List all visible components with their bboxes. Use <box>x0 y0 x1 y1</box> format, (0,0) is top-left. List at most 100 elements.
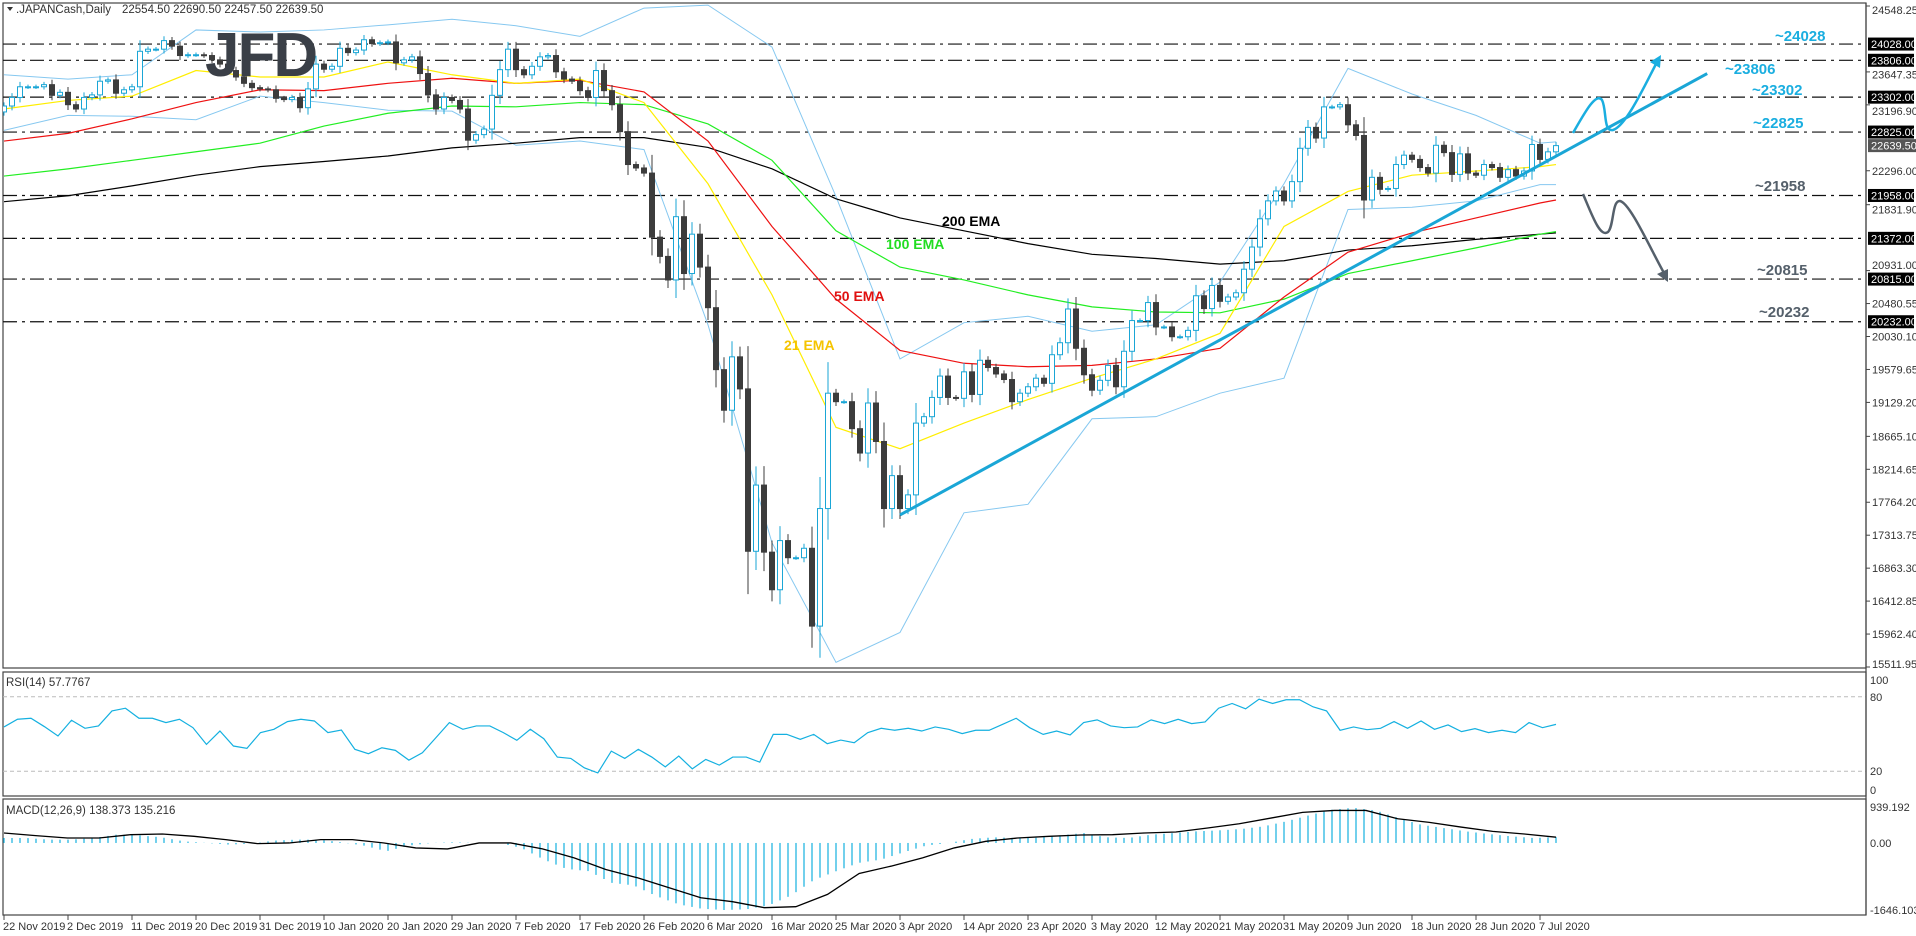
candle-body <box>1153 302 1159 328</box>
ema100-line <box>3 101 1557 314</box>
collapse-triangle-icon[interactable] <box>7 7 13 11</box>
candle-body <box>1257 218 1263 248</box>
bearish-candle <box>1169 322 1175 342</box>
bearish-candle <box>601 63 607 98</box>
bullish-candle <box>1137 318 1143 323</box>
candle-body <box>889 475 895 510</box>
candle-body <box>1321 106 1327 139</box>
candle-body <box>25 86 31 89</box>
current-price-box <box>1868 139 1916 153</box>
candle-body <box>1425 167 1431 174</box>
bullish-candle <box>1097 375 1103 395</box>
candle-body <box>153 48 159 51</box>
rsi-panel <box>3 696 1866 774</box>
candle-body <box>777 540 783 591</box>
bullish-candle <box>937 368 943 405</box>
candle-body <box>1273 190 1279 202</box>
candle-body <box>801 547 807 559</box>
bearish-candle <box>785 534 791 565</box>
bearish-candle <box>113 74 119 99</box>
candle-body <box>433 94 439 110</box>
candle-body <box>353 49 359 54</box>
candle-body <box>1129 320 1135 352</box>
date-axis-label: 23 Apr 2020 <box>1027 921 1086 933</box>
candle-body <box>633 164 639 169</box>
price-axis-label: 24548.25 <box>1872 5 1916 17</box>
candle-body <box>817 508 823 627</box>
candle-body <box>265 88 271 91</box>
bearish-candle <box>561 67 567 84</box>
bearish-candle <box>249 80 255 91</box>
bearish-candle <box>833 388 839 406</box>
candle-body <box>481 128 487 136</box>
price-axis-label: 15962.40 <box>1872 629 1916 641</box>
axes: 24548.25 23647.35 23196.90 22296.00 21831.90… <box>3 3 1916 933</box>
candle-body <box>273 89 279 99</box>
bullish-candle <box>361 34 367 55</box>
rsi-label: RSI(14) 57.7767 <box>6 677 90 689</box>
date-axis-label: 20 Dec 2019 <box>195 921 257 933</box>
candle-body <box>65 91 71 106</box>
bullish-candle <box>105 77 111 84</box>
candle-body <box>945 375 951 398</box>
level-price-text: 21372.00 <box>1871 233 1916 245</box>
ema21-label: 21 EMA <box>784 337 835 353</box>
date-axis-label: 11 Dec 2019 <box>131 921 193 933</box>
bullish-candle <box>1185 326 1191 341</box>
candle-body <box>897 475 903 510</box>
candle-body <box>201 54 207 57</box>
bullish-candle <box>1241 261 1247 301</box>
candle-body <box>3 105 7 113</box>
bearish-candle <box>625 121 631 175</box>
bearish-candle <box>617 95 623 141</box>
candle-body <box>409 56 415 61</box>
bullish-candle <box>81 92 87 115</box>
bearish-candle <box>641 164 647 177</box>
bullish-candle <box>673 198 679 298</box>
bearish-candle <box>297 92 303 113</box>
candle-body <box>953 396 959 399</box>
candle-body <box>905 494 911 510</box>
bearish-candle <box>1473 170 1479 178</box>
level-price-text: 24028.00 <box>1871 39 1916 51</box>
bearish-candle <box>177 41 183 61</box>
candle-body <box>969 371 975 395</box>
bullish-candle <box>1105 359 1111 387</box>
bullish-candle <box>57 89 63 99</box>
candle-body <box>145 48 151 52</box>
bullish-candle <box>817 476 823 658</box>
candle-body <box>177 45 183 57</box>
horizontal-levels <box>3 43 1866 323</box>
level-price-box <box>1868 53 1914 67</box>
candle-body <box>17 86 23 98</box>
bearish-candle <box>1417 155 1423 172</box>
bearish-candle <box>681 200 687 290</box>
bearish-candle <box>697 223 703 278</box>
bullish-candle <box>1145 295 1151 328</box>
level-price-box <box>1868 125 1914 139</box>
bullish-candle <box>1305 119 1311 156</box>
date-axis-label: 6 Mar 2020 <box>707 921 763 933</box>
bullish-candle <box>153 46 159 52</box>
bearish-candle <box>65 87 71 110</box>
level-price-box <box>1868 90 1914 104</box>
candle-body <box>713 307 719 371</box>
candle-body <box>225 63 231 72</box>
candle-body <box>161 40 167 50</box>
price-axis-label: 19129.20 <box>1872 397 1916 409</box>
candle-body <box>537 56 543 67</box>
bullish-candle <box>961 363 967 408</box>
price-axis-label: 20931.00 <box>1872 260 1916 272</box>
macd-axis-label: -1646.103 <box>1870 905 1916 917</box>
price-axis-label: 20480.55 <box>1872 299 1916 311</box>
bullish-candle <box>1033 373 1039 392</box>
candle-body <box>529 65 535 76</box>
candle-body <box>1105 364 1111 381</box>
candle-body <box>1265 200 1271 220</box>
level-price-box <box>1868 188 1914 202</box>
price-axis-label: 18214.65 <box>1872 464 1916 476</box>
bearish-candle <box>257 85 263 92</box>
bearish-candle <box>201 52 207 58</box>
bullish-candle <box>9 93 15 111</box>
